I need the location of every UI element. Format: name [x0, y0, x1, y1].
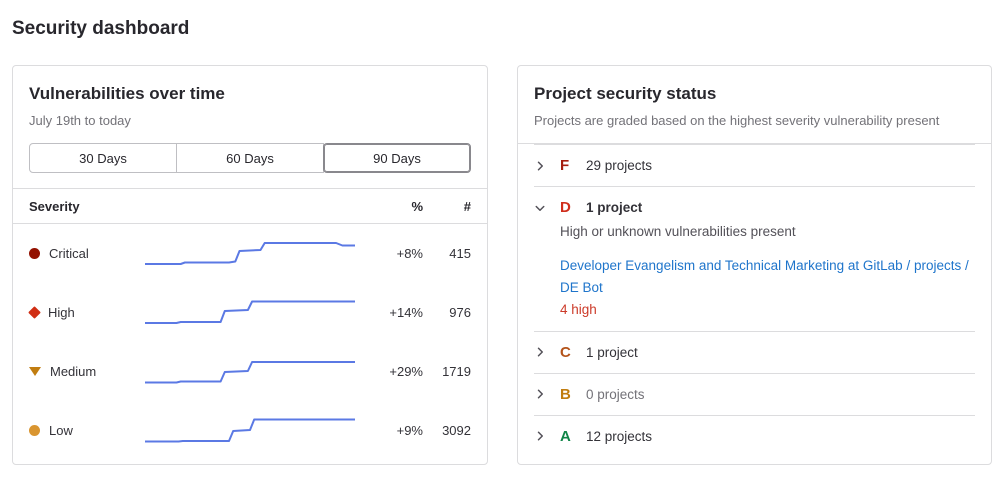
grade-d-description: High or unknown vulnerabilities present	[560, 224, 796, 239]
chevron-right-icon	[534, 430, 550, 442]
severity-critical-icon	[29, 248, 40, 259]
chevron-down-icon	[534, 202, 550, 214]
grade-a-accordion-header[interactable]: A 12 projects	[534, 416, 975, 457]
low-percent-change: +9%	[396, 423, 423, 438]
grade-letter-d: D	[560, 199, 571, 216]
table-row-medium: Medium +29% 1719	[29, 342, 471, 401]
vulnerabilities-card-title: Vulnerabilities over time	[29, 84, 225, 103]
critical-sparkline-chart	[131, 224, 361, 283]
high-sparkline-chart	[131, 283, 361, 342]
chevron-right-icon	[534, 346, 550, 358]
grade-a-project-count: 12 projects	[586, 428, 653, 444]
grade-f-project-count: 29 projects	[586, 158, 653, 173]
medium-percent-change: +29%	[389, 364, 423, 379]
severity-medium-icon	[29, 367, 41, 376]
table-row-low: Low +9% 3092	[29, 401, 471, 460]
grade-row-c: C 1 project	[534, 330, 975, 373]
severity-label: Low	[49, 423, 73, 438]
divider	[518, 143, 991, 144]
grade-letter-f: F	[560, 157, 570, 174]
grade-row-f: F 29 projects	[534, 144, 975, 186]
table-row-critical: Critical +8% 415	[29, 224, 471, 283]
time-range-30-days-button[interactable]: 30 Days	[29, 143, 177, 173]
grade-row-b: B 0 projects	[534, 372, 975, 415]
grade-letter-c: C	[560, 343, 571, 361]
severity-label: Critical	[49, 246, 89, 261]
grade-b-project-count: 0 projects	[586, 386, 645, 402]
time-range-90-days-button[interactable]: 90 Days	[323, 143, 471, 173]
vulnerabilities-table-header: Severity % #	[13, 188, 487, 224]
project-status-card-title: Project security status	[534, 84, 717, 103]
security-dashboard-page: Security dashboard Vulnerabilities over …	[12, 18, 992, 465]
severity-high-icon	[28, 306, 41, 319]
low-count: 3092	[442, 423, 471, 438]
grade-d-expanded-content: High or unknown vulnerabilities present …	[560, 224, 975, 331]
severity-column-header: Severity	[29, 198, 80, 214]
critical-percent-change: +8%	[396, 246, 423, 261]
grade-c-project-count: 1 project	[586, 344, 638, 360]
medium-sparkline-chart	[131, 342, 361, 401]
table-row-high: High +14% 976	[28, 283, 471, 342]
chevron-right-icon	[534, 160, 550, 172]
grade-letter-b: B	[560, 385, 571, 403]
severity-label: High	[48, 305, 75, 320]
grade-letter-a: A	[560, 427, 571, 445]
vulnerabilities-over-time-card: Vulnerabilities over time July 19th to t…	[12, 65, 488, 465]
high-count: 976	[449, 305, 471, 320]
grade-c-accordion-header[interactable]: C 1 project	[534, 332, 975, 373]
chevron-right-icon	[534, 388, 550, 400]
dashboard-cards: Vulnerabilities over time July 19th to t…	[12, 65, 992, 465]
grade-d-accordion-header[interactable]: D 1 project	[534, 187, 975, 228]
project-status-subtitle: Projects are graded based on the highest…	[534, 113, 940, 128]
high-vulnerability-count-badge: 4 high	[560, 301, 597, 317]
severity-low-icon	[29, 425, 40, 436]
page-title: Security dashboard	[12, 18, 190, 39]
time-range-60-days-button[interactable]: 60 Days	[176, 143, 324, 173]
project-link[interactable]: Developer Evangelism and Technical Marke…	[560, 258, 969, 296]
time-range-segmented-control: 30 Days 60 Days 90 Days	[29, 143, 471, 173]
count-column-header: #	[463, 198, 471, 214]
grade-d-project-count: 1 project	[586, 200, 643, 215]
grade-f-accordion-header[interactable]: F 29 projects	[534, 145, 975, 186]
grade-row-d: D 1 project High or unknown vulnerabilit…	[534, 186, 975, 331]
medium-count: 1719	[442, 364, 471, 379]
grade-row-a: A 12 projects	[534, 414, 975, 457]
percent-column-header: %	[411, 198, 423, 214]
high-percent-change: +14%	[389, 305, 423, 320]
critical-count: 415	[449, 246, 471, 261]
severity-label: Medium	[50, 364, 97, 379]
grade-b-accordion-header[interactable]: B 0 projects	[534, 374, 975, 415]
date-range-subtitle: July 19th to today	[29, 113, 131, 128]
project-security-status-card: Project security status Projects are gra…	[517, 65, 992, 465]
low-sparkline-chart	[131, 401, 361, 460]
